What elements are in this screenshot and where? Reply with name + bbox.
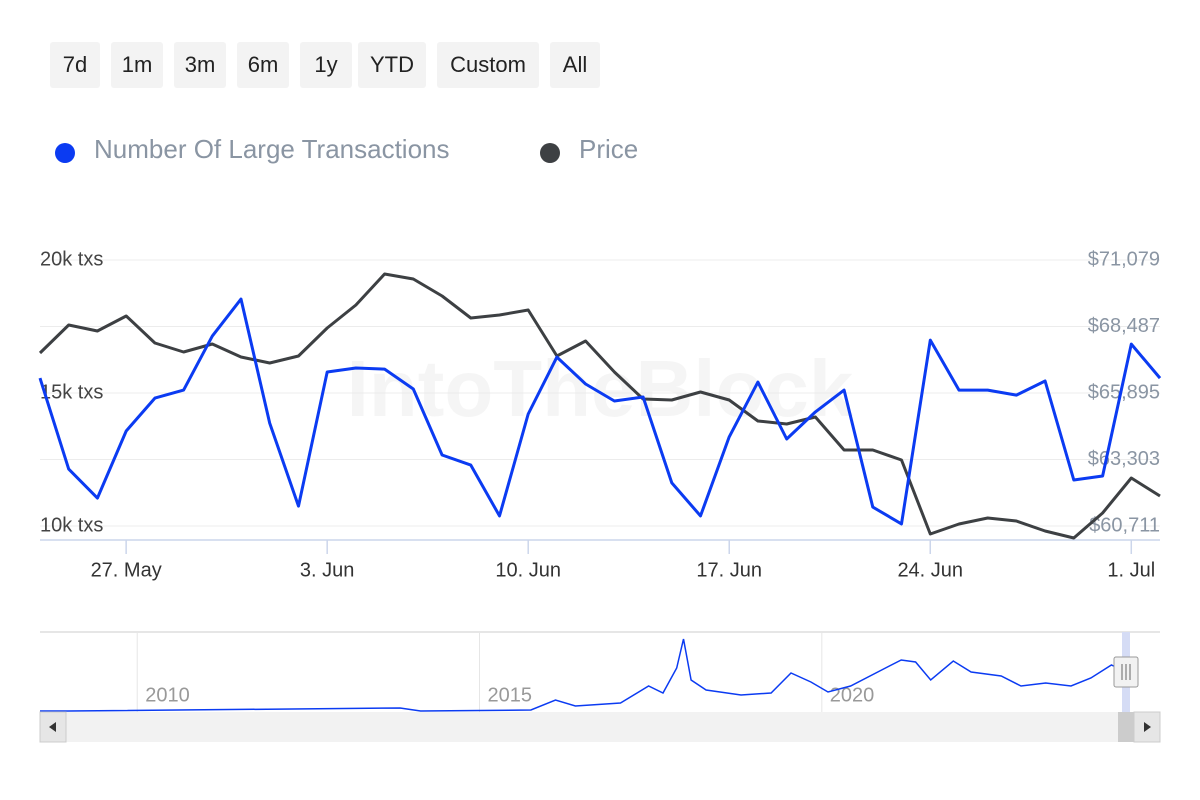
y2-tick-label: $65,895: [1088, 381, 1160, 403]
range-button[interactable]: 7d: [50, 42, 100, 88]
navigator-tick-label: 2015: [488, 684, 532, 706]
navigator-tick-label: 2010: [145, 684, 190, 706]
button-bg: [50, 42, 100, 88]
range-button[interactable]: 1m: [111, 42, 163, 88]
button-bg: [174, 42, 226, 88]
scrollbar-track: [40, 712, 1160, 742]
range-button[interactable]: 3m: [174, 42, 226, 88]
button-label: All: [563, 52, 587, 77]
button-label: 1y: [314, 52, 337, 77]
button-bg: [437, 42, 539, 88]
button-bg: [550, 42, 600, 88]
x-tick-label: 1. Jul: [1107, 559, 1155, 581]
y-tick-label: 15k txs: [40, 381, 103, 403]
series-line: [38, 272, 1161, 540]
button-label: 6m: [248, 52, 279, 77]
x-tick-label: 3. Jun: [300, 559, 354, 581]
range-button[interactable]: 1y: [300, 42, 352, 88]
button-label: Custom: [450, 52, 526, 77]
button-bg: [111, 42, 163, 88]
button-bg: [237, 42, 289, 88]
x-tick-label: 17. Jun: [696, 559, 762, 581]
legend-item[interactable]: Number Of Large Transactions: [55, 134, 450, 164]
legend-label: Price: [579, 134, 638, 164]
x-tick-label: 27. May: [91, 559, 162, 581]
x-tick-label: 24. Jun: [897, 559, 963, 581]
range-button[interactable]: Custom: [437, 42, 539, 88]
scroll-right[interactable]: [1133, 711, 1161, 743]
y2-tick-label: $68,487: [1088, 315, 1160, 337]
button-label: YTD: [370, 52, 414, 77]
series-line: [38, 297, 1162, 526]
navigator-tick-label: 2020: [830, 684, 875, 706]
scroll-left[interactable]: [39, 711, 67, 743]
range-button[interactable]: All: [550, 42, 600, 88]
legend-marker: [55, 143, 75, 163]
range-button[interactable]: YTD: [358, 42, 426, 88]
legend-marker: [540, 143, 560, 163]
legend-label: Number Of Large Transactions: [94, 134, 450, 164]
navigator-line: [40, 638, 1127, 712]
y2-tick-label: $63,303: [1088, 448, 1160, 470]
range-button[interactable]: 6m: [237, 42, 289, 88]
arrow-right: [1144, 722, 1151, 732]
button-label: 3m: [185, 52, 216, 77]
button-label: 7d: [63, 52, 87, 77]
x-tick-label: 10. Jun: [495, 559, 561, 581]
button-bg: [358, 42, 426, 88]
arrow-left: [49, 722, 56, 732]
button-label: 1m: [122, 52, 153, 77]
scroll-thumb[interactable]: [1118, 712, 1134, 742]
y-tick-label: 20k txs: [40, 248, 103, 270]
y-tick-label: 10k txs: [40, 514, 103, 536]
legend-item[interactable]: Price: [540, 134, 638, 164]
y2-tick-label: $71,079: [1088, 248, 1160, 270]
button-bg: [300, 42, 352, 88]
y2-tick-label: $60,711: [1089, 514, 1160, 536]
navigator-handle[interactable]: [1113, 656, 1139, 688]
